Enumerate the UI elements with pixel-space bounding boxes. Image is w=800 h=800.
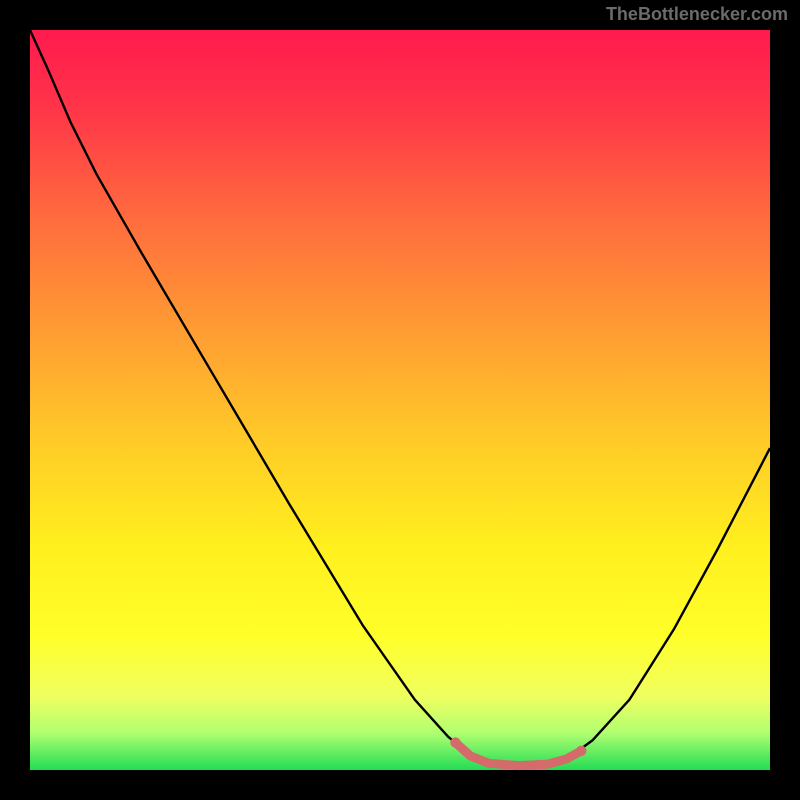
chart-container: TheBottlenecker.com xyxy=(0,0,800,800)
plot-area xyxy=(30,30,770,770)
minimum-dot xyxy=(576,746,586,756)
minimum-highlight xyxy=(456,743,582,766)
curve-layer xyxy=(30,30,770,770)
minimum-dot xyxy=(450,737,460,747)
bottleneck-curve xyxy=(30,30,770,763)
watermark-text: TheBottlenecker.com xyxy=(606,4,788,25)
